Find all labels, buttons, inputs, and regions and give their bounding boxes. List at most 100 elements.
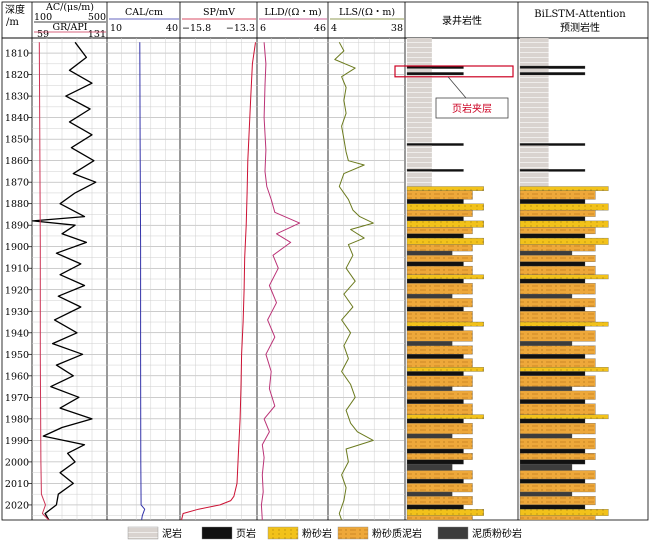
gr-scale-max: 131 [88, 29, 106, 40]
legend-label-siltymud: 粉砂质泥岩 [372, 527, 422, 540]
cal-scale-max: 40 [166, 23, 178, 34]
lithology-unit-siltymud [519, 438, 596, 450]
lithology-unit-shale [406, 326, 464, 331]
lithology-unit-siltymud [519, 423, 596, 435]
lithology-unit-siltymud [406, 438, 473, 450]
lithology-unit-silt [406, 274, 484, 280]
lithology-unit-mud [520, 38, 549, 66]
lithology-unit-siltymud [519, 330, 596, 342]
lithology-unit-silt [519, 367, 609, 372]
lithology-unit-muddysilt [519, 341, 573, 346]
lithology-unit-shale [519, 354, 586, 359]
lithology-unit-muddysilt [406, 463, 453, 471]
lithology-unit-muddysilt [519, 463, 573, 471]
lithology-unit-silt [519, 274, 609, 280]
lithology-unit-shale [406, 199, 464, 204]
sp-scale-min: −15.8 [182, 23, 211, 34]
lithology-unit-mud [407, 145, 432, 170]
lithology-unit-siltymud [406, 244, 473, 252]
lithology-unit-siltymud [406, 227, 473, 235]
lithology-unit-silt [406, 186, 484, 191]
lithology-unit-siltymud [406, 515, 473, 521]
lithology-unit-silt [519, 237, 609, 245]
header-frame [1, 1, 649, 39]
depth-tick-label: 1960 [5, 371, 29, 382]
lithology-unit-shale [406, 216, 464, 222]
lithology-unit-siltymud [519, 311, 596, 323]
lithology-unit-shale [519, 199, 586, 204]
lithology-unit-siltymud [519, 345, 596, 355]
lld-curve [260, 42, 301, 521]
lithology-unit-shale [406, 418, 464, 424]
header-band [1, 1, 649, 39]
lithology-unit-muddysilt [406, 250, 453, 256]
lithology-unit-silt [519, 321, 609, 327]
lithology-unit-siltymud [519, 358, 596, 368]
lithology-unit-siltymud [406, 311, 473, 323]
lithology-unit-shale [519, 399, 586, 404]
lithology-unit-siltymud [406, 403, 473, 415]
lithology-unit-siltymud [406, 496, 473, 506]
lithology-unit-siltymud [519, 283, 596, 295]
lithology-unit-muddysilt [519, 386, 573, 392]
lithology-unit-silt [519, 203, 609, 211]
lithology-unit-shale [406, 306, 464, 312]
lld-curve-label: LLD/(Ω・m) [264, 7, 321, 18]
lithology-unit-siltymud [406, 358, 473, 368]
depth-tick-label: 1990 [5, 436, 29, 447]
lithology-unit-silt [406, 321, 484, 327]
lithology-unit-siltymud [519, 298, 596, 308]
depth-tick-label: 1850 [5, 135, 29, 146]
lithology-unit-shale [406, 371, 464, 376]
gr-scale-min: 59 [37, 29, 49, 40]
lithology-unit-siltymud [519, 244, 596, 252]
legend-label-shale: 页岩 [236, 527, 256, 540]
lithology-unit-siltymud [519, 265, 596, 275]
depth-tick-label: 1940 [5, 328, 29, 339]
lithology-unit-silt [406, 203, 484, 211]
depth-tick-label: 1860 [5, 156, 29, 167]
lithology-unit-siltymud [519, 227, 596, 235]
depth-tick-label: 2000 [5, 457, 29, 468]
ac-scale-max: 500 [88, 12, 106, 23]
cal-curve [139, 42, 146, 521]
lithology-unit-siltymud [519, 453, 596, 460]
lithology-unit-siltymud [406, 345, 473, 355]
annotation-box [394, 65, 514, 78]
lithology-unit-siltymud [406, 483, 473, 493]
depth-axis-label: 深度 [5, 3, 25, 16]
lithology-unit-siltymud [406, 453, 473, 460]
depth-tick-label: 1930 [5, 307, 29, 318]
lithology-unit-muddysilt [406, 386, 453, 392]
sp-header: SP/mV −15.8 −13.3 [182, 7, 256, 34]
lithology-unit-siltymud [519, 209, 596, 217]
lithology-unit-siltymud [406, 330, 473, 342]
curve-layer [32, 41, 374, 521]
lithology-unit-siltymud [519, 515, 596, 521]
lithology-unit-muddysilt [406, 341, 453, 346]
lithology-unit-shale [519, 371, 586, 376]
lithology-unit-siltymud [406, 209, 473, 217]
ac-curve [32, 41, 97, 521]
lithology-unit-mud [407, 171, 432, 187]
lithology-unit-shale [519, 169, 586, 172]
lithology-unit-shale [406, 504, 464, 510]
lithology-unit-muddysilt [519, 250, 573, 256]
lithology-unit-mud [407, 68, 432, 73]
legend-swatch-muddysilt [437, 526, 469, 540]
lithology-unit-siltymud [406, 265, 473, 275]
depth-tick-label: 1830 [5, 92, 29, 103]
lithology-unit-siltymud [406, 390, 473, 400]
lithology-unit-shale [406, 143, 464, 146]
depth-tick-label: 1890 [5, 221, 29, 232]
shale-interlayer-annotation: 页岩夹层 [394, 65, 514, 119]
lithology-unit-shale [406, 448, 464, 454]
sp-scale-max: −13.3 [226, 23, 255, 34]
gr-curve-label: GR/API [53, 22, 88, 33]
depth-tick-label: 2010 [5, 479, 29, 490]
lithology-unit-siltymud [519, 375, 596, 387]
lithology-unit-siltymud [519, 255, 596, 262]
legend-swatch-shale [201, 526, 233, 540]
lls-curve [334, 42, 374, 521]
lithology-unit-shale [519, 459, 586, 465]
